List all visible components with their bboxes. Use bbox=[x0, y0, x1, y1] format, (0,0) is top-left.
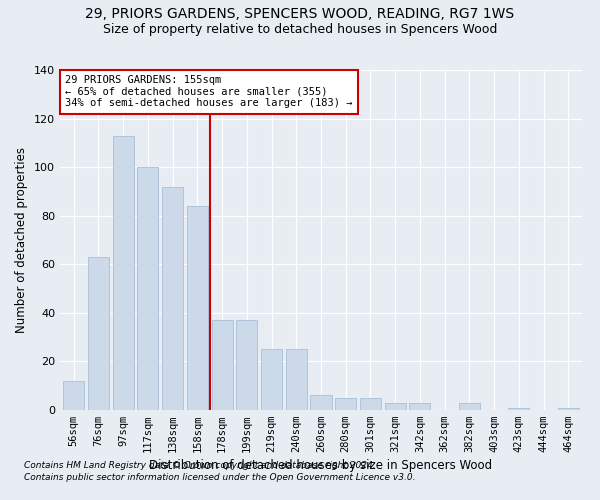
Bar bbox=[409, 402, 430, 410]
Bar bbox=[310, 396, 332, 410]
Text: Contains HM Land Registry data © Crown copyright and database right 2024.: Contains HM Land Registry data © Crown c… bbox=[24, 460, 376, 469]
Bar bbox=[113, 136, 134, 410]
Bar bbox=[335, 398, 356, 410]
Bar bbox=[137, 167, 158, 410]
X-axis label: Distribution of detached houses by size in Spencers Wood: Distribution of detached houses by size … bbox=[149, 460, 493, 472]
Bar bbox=[162, 186, 183, 410]
Bar bbox=[261, 350, 282, 410]
Bar bbox=[212, 320, 233, 410]
Text: Size of property relative to detached houses in Spencers Wood: Size of property relative to detached ho… bbox=[103, 22, 497, 36]
Bar bbox=[385, 402, 406, 410]
Bar bbox=[360, 398, 381, 410]
Bar bbox=[508, 408, 529, 410]
Bar bbox=[286, 350, 307, 410]
Bar bbox=[187, 206, 208, 410]
Text: 29 PRIORS GARDENS: 155sqm
← 65% of detached houses are smaller (355)
34% of semi: 29 PRIORS GARDENS: 155sqm ← 65% of detac… bbox=[65, 75, 353, 108]
Bar bbox=[63, 381, 84, 410]
Y-axis label: Number of detached properties: Number of detached properties bbox=[16, 147, 28, 333]
Bar bbox=[558, 408, 579, 410]
Text: 29, PRIORS GARDENS, SPENCERS WOOD, READING, RG7 1WS: 29, PRIORS GARDENS, SPENCERS WOOD, READI… bbox=[85, 8, 515, 22]
Bar bbox=[88, 257, 109, 410]
Text: Contains public sector information licensed under the Open Government Licence v3: Contains public sector information licen… bbox=[24, 473, 415, 482]
Bar bbox=[236, 320, 257, 410]
Bar bbox=[459, 402, 480, 410]
